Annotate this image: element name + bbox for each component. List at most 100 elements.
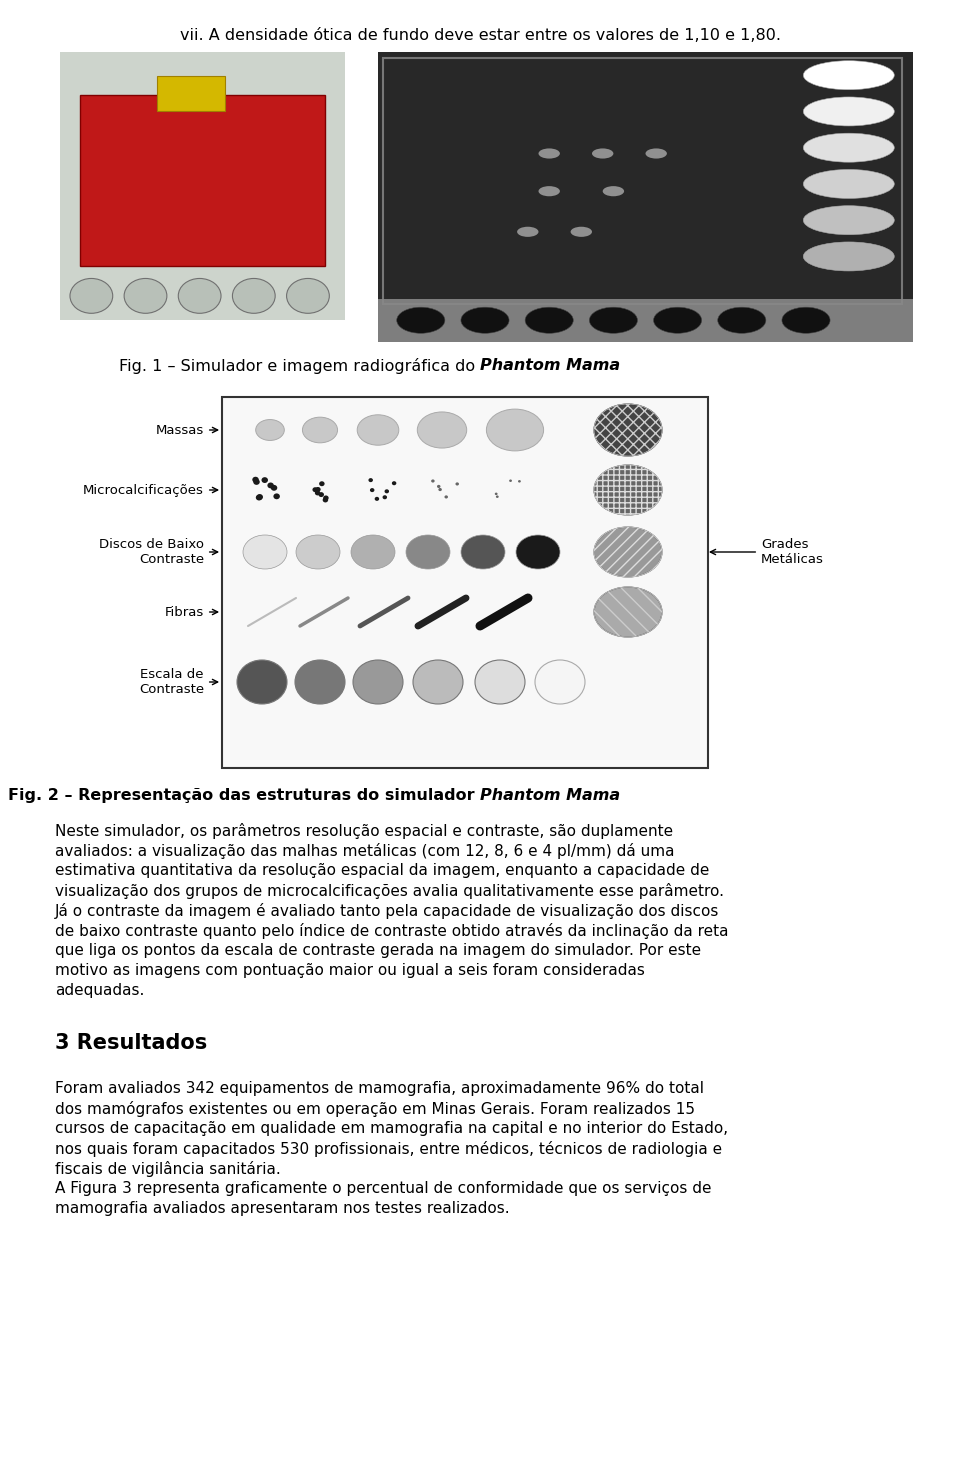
Ellipse shape <box>516 535 560 569</box>
Text: avaliados: a visualização das malhas metálicas (com 12, 8, 6 e 4 pl/mm) dá uma: avaliados: a visualização das malhas met… <box>55 843 675 859</box>
Text: Phantom Mama: Phantom Mama <box>480 358 620 373</box>
Ellipse shape <box>255 495 262 501</box>
FancyBboxPatch shape <box>58 50 348 323</box>
Ellipse shape <box>370 488 374 492</box>
Text: motivo as imagens com pontuação maior ou igual a seis foram consideradas: motivo as imagens com pontuação maior ou… <box>55 964 645 978</box>
Text: 3 Resultados: 3 Resultados <box>55 1033 207 1053</box>
Ellipse shape <box>570 226 592 237</box>
Ellipse shape <box>431 479 435 483</box>
Ellipse shape <box>525 307 573 333</box>
Ellipse shape <box>252 477 259 483</box>
Ellipse shape <box>385 489 389 494</box>
Ellipse shape <box>312 488 318 492</box>
Text: Fibras: Fibras <box>165 605 218 618</box>
Bar <box>156 76 226 112</box>
Text: de baixo contraste quanto pelo índice de contraste obtido através da inclinação : de baixo contraste quanto pelo índice de… <box>55 923 729 939</box>
Ellipse shape <box>392 482 396 485</box>
Text: visualização dos grupos de microcalcificações avalia qualitativamente esse parâm: visualização dos grupos de microcalcific… <box>55 883 724 899</box>
Ellipse shape <box>539 187 560 197</box>
Ellipse shape <box>179 279 221 313</box>
Ellipse shape <box>475 660 525 704</box>
Ellipse shape <box>413 660 463 704</box>
Ellipse shape <box>487 408 543 451</box>
Ellipse shape <box>295 660 345 704</box>
Ellipse shape <box>323 498 328 502</box>
Ellipse shape <box>804 134 895 162</box>
Ellipse shape <box>357 414 398 445</box>
Ellipse shape <box>255 420 284 441</box>
Ellipse shape <box>70 279 112 313</box>
Text: Foram avaliados 342 equipamentos de mamografia, aproximadamente 96% do total: Foram avaliados 342 equipamentos de mamo… <box>55 1081 704 1096</box>
Ellipse shape <box>406 535 450 569</box>
Ellipse shape <box>804 169 895 198</box>
Ellipse shape <box>439 488 442 491</box>
Ellipse shape <box>382 495 387 499</box>
Ellipse shape <box>296 535 340 569</box>
Ellipse shape <box>324 495 328 501</box>
Ellipse shape <box>418 411 467 448</box>
Ellipse shape <box>494 492 497 495</box>
Ellipse shape <box>287 279 329 313</box>
Text: Fig. 1 – Simulador e imagem radiográfica do: Fig. 1 – Simulador e imagem radiográfica… <box>119 358 480 375</box>
Ellipse shape <box>271 485 277 491</box>
Ellipse shape <box>589 307 637 333</box>
Ellipse shape <box>804 242 895 270</box>
Ellipse shape <box>804 60 895 90</box>
Ellipse shape <box>804 97 895 126</box>
Ellipse shape <box>804 206 895 235</box>
Ellipse shape <box>369 477 372 482</box>
Ellipse shape <box>517 226 539 237</box>
Bar <box>383 57 902 304</box>
Ellipse shape <box>396 307 444 333</box>
Ellipse shape <box>268 482 274 488</box>
Ellipse shape <box>274 494 280 499</box>
Text: dos mamógrafos existentes ou em operação em Minas Gerais. Foram realizados 15: dos mamógrafos existentes ou em operação… <box>55 1100 695 1116</box>
Ellipse shape <box>444 495 448 498</box>
Ellipse shape <box>437 485 441 488</box>
Ellipse shape <box>518 480 521 483</box>
Ellipse shape <box>455 482 459 486</box>
Text: cursos de capacitação em qualidade em mamografia na capital e no interior do Est: cursos de capacitação em qualidade em ma… <box>55 1121 728 1136</box>
Text: nos quais foram capacitados 530 profissionais, entre médicos, técnicos de radiol: nos quais foram capacitados 530 profissi… <box>55 1141 722 1158</box>
Text: Phantom Mama: Phantom Mama <box>480 787 620 804</box>
Text: que liga os pontos da escala de contraste gerada na imagem do simulador. Por est: que liga os pontos da escala de contrast… <box>55 943 701 958</box>
Ellipse shape <box>594 588 662 638</box>
Ellipse shape <box>232 279 276 313</box>
Ellipse shape <box>253 479 260 485</box>
Ellipse shape <box>243 535 287 569</box>
Text: Escala de
Contraste: Escala de Contraste <box>139 668 218 696</box>
Text: Discos de Baixo
Contraste: Discos de Baixo Contraste <box>99 538 218 566</box>
Ellipse shape <box>256 494 263 499</box>
Ellipse shape <box>645 148 667 159</box>
Text: Fig. 2 – Representação das estruturas do simulador: Fig. 2 – Representação das estruturas do… <box>8 787 480 804</box>
Ellipse shape <box>654 307 702 333</box>
Ellipse shape <box>535 660 585 704</box>
Bar <box>378 298 913 342</box>
Ellipse shape <box>353 660 403 704</box>
Ellipse shape <box>496 495 498 498</box>
Ellipse shape <box>374 497 379 501</box>
Ellipse shape <box>319 492 324 497</box>
Ellipse shape <box>319 482 324 486</box>
Ellipse shape <box>261 477 268 483</box>
Ellipse shape <box>302 417 338 442</box>
Ellipse shape <box>594 404 662 455</box>
Text: Microcalcificações: Microcalcificações <box>84 483 218 497</box>
Text: mamografia avaliados apresentaram nos testes realizados.: mamografia avaliados apresentaram nos te… <box>55 1202 510 1216</box>
Bar <box>80 95 325 266</box>
Text: Neste simulador, os parâmetros resolução espacial e contraste, são duplamente: Neste simulador, os parâmetros resolução… <box>55 823 673 839</box>
Ellipse shape <box>592 148 613 159</box>
Ellipse shape <box>782 307 830 333</box>
Ellipse shape <box>461 307 509 333</box>
Text: adequadas.: adequadas. <box>55 983 144 997</box>
Ellipse shape <box>315 491 321 495</box>
Text: vii. A densidade ótica de fundo deve estar entre os valores de 1,10 e 1,80.: vii. A densidade ótica de fundo deve est… <box>180 28 780 43</box>
Text: estimativa quantitativa da resolução espacial da imagem, enquanto a capacidade d: estimativa quantitativa da resolução esp… <box>55 862 709 878</box>
Ellipse shape <box>594 466 662 516</box>
Text: A Figura 3 representa graficamente o percentual de conformidade que os serviços : A Figura 3 representa graficamente o per… <box>55 1181 711 1196</box>
Ellipse shape <box>509 479 512 482</box>
Ellipse shape <box>718 307 766 333</box>
Ellipse shape <box>594 527 662 577</box>
Text: Massas: Massas <box>156 423 218 436</box>
Text: Já o contraste da imagem é avaliado tanto pela capacidade de visualização dos di: Já o contraste da imagem é avaliado tant… <box>55 903 719 920</box>
